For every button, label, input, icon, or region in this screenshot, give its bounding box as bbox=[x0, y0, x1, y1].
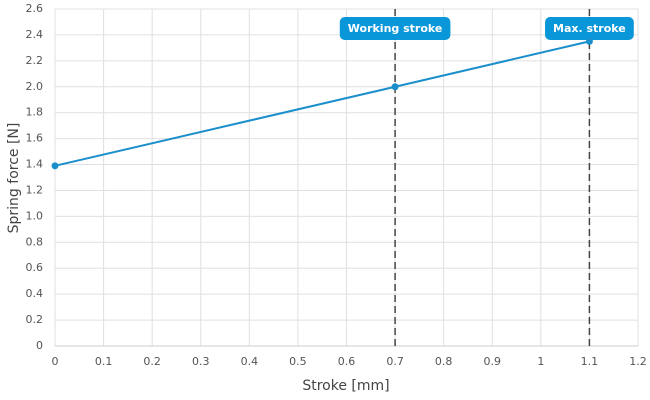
x-tick-label: 1.2 bbox=[629, 355, 647, 368]
y-tick-label: 0 bbox=[36, 339, 43, 352]
y-axis-title: Spring force [N] bbox=[6, 123, 22, 234]
y-tick-label: 0.2 bbox=[26, 313, 44, 326]
x-tick-label: 0.7 bbox=[386, 355, 404, 368]
annotation-box bbox=[545, 17, 634, 40]
y-tick-label: 0.8 bbox=[26, 235, 44, 248]
y-tick-label: 1.8 bbox=[26, 106, 44, 119]
annotation-box bbox=[339, 17, 451, 40]
x-tick-label: 1 bbox=[537, 355, 544, 368]
x-tick-label: 0.6 bbox=[338, 355, 356, 368]
annotation-label: Max. stroke bbox=[553, 22, 626, 35]
x-tick-label: 0.4 bbox=[241, 355, 259, 368]
y-tick-label: 2.6 bbox=[26, 2, 44, 15]
point bbox=[585, 37, 593, 45]
point bbox=[391, 83, 399, 91]
y-tick-label: 2.2 bbox=[26, 54, 44, 67]
x-tick-label: 0 bbox=[52, 355, 59, 368]
y-tick-label: 0.4 bbox=[26, 287, 44, 300]
y-tick-label: 1.6 bbox=[26, 132, 44, 145]
x-tick-label: 0.1 bbox=[95, 355, 113, 368]
annotation-label: Working stroke bbox=[348, 22, 443, 35]
y-tick-label: 2.4 bbox=[26, 28, 44, 41]
x-tick-label: 0.5 bbox=[289, 355, 307, 368]
y-tick-label: 2.0 bbox=[26, 80, 44, 93]
x-tick-label: 0.3 bbox=[192, 355, 210, 368]
y-tick-label: 1.4 bbox=[26, 158, 44, 171]
y-tick-label: 1.0 bbox=[26, 209, 44, 222]
x-tick-label: 1.1 bbox=[581, 355, 599, 368]
x-tick-label: 0.2 bbox=[143, 355, 161, 368]
line bbox=[54, 40, 590, 167]
x-axis-title: Stroke [mm] bbox=[302, 378, 389, 394]
x-tick-label: 0.9 bbox=[484, 355, 502, 368]
x-tick-label: 0.8 bbox=[435, 355, 453, 368]
y-tick-label: 1.2 bbox=[26, 183, 44, 196]
point bbox=[51, 162, 59, 170]
y-tick-label: 0.6 bbox=[26, 261, 44, 274]
